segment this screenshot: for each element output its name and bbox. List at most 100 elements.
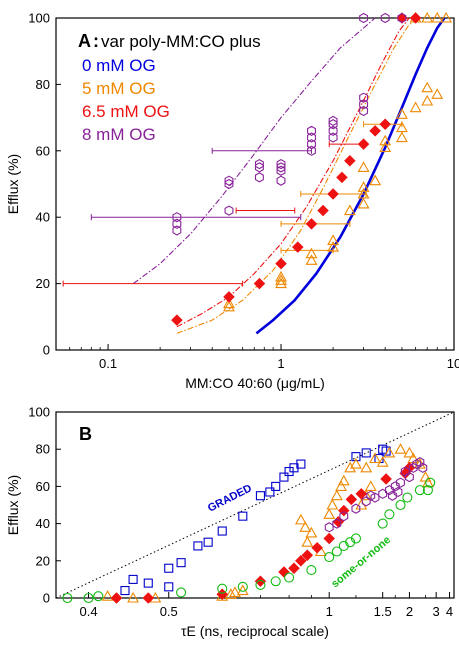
data-point-b-purple (332, 518, 342, 529)
x-tick-label-b: 0.5 (160, 604, 178, 619)
data-point-b-red (216, 588, 229, 601)
data-point-a-1 (369, 174, 382, 186)
annotation-graded: GRADED (206, 482, 254, 514)
y-tick-label-a: 60 (36, 143, 50, 158)
data-point-b-orange (101, 590, 114, 601)
x-tick-label-b: 0.4 (79, 604, 97, 619)
y-axis-title-a: Efflux (%) (5, 154, 21, 214)
y-tick-label-b: 80 (36, 442, 50, 457)
data-point-a-3 (328, 115, 338, 127)
data-point-b-green (93, 591, 104, 602)
data-point-b-green (217, 583, 228, 594)
data-point-a-1 (275, 274, 287, 285)
data-point-b-red (345, 493, 358, 506)
panel-a: 0 20 40 60 80 100 0.1 1 10 A : var poly-MM:CO pl… (5, 11, 459, 392)
chart-title-a: var poly-MM:CO plus (101, 32, 261, 51)
data-point-b-purple (390, 481, 400, 492)
data-point-b-orange (323, 508, 336, 519)
data-point-a-1 (223, 300, 235, 312)
fit-curves-a (132, 17, 446, 335)
y-tick-label-b: 40 (36, 516, 50, 531)
data-point-a-2 (253, 277, 266, 290)
data-point-b-blue (164, 563, 174, 573)
data-point-b-red (323, 532, 336, 545)
data-point-a-3 (328, 125, 338, 137)
data-point-a-2 (336, 171, 348, 184)
data-point-a-1 (327, 240, 340, 252)
data-point-a-2 (409, 12, 422, 24)
data-point-a-2 (291, 241, 304, 253)
x-tick-label-b: 1.5 (374, 604, 392, 619)
data-point-b-orange (127, 591, 140, 603)
x-tick-label-b: 2 (406, 604, 413, 619)
data-point-b-blue (351, 452, 361, 462)
data-point-b-orange (376, 456, 389, 467)
data-point-a-2 (171, 314, 183, 326)
y-tick-label-b: 100 (28, 405, 50, 420)
data-point-b-red (110, 592, 123, 604)
data-point-a-2 (275, 257, 287, 270)
data-point-a-2 (305, 217, 318, 230)
data-point-a-1 (379, 141, 392, 153)
data-point-a-1 (379, 134, 392, 146)
data-point-a-3 (359, 12, 369, 24)
data-point-b-orange (337, 474, 350, 486)
data-point-b-purple (378, 488, 388, 499)
data-point-a-3 (254, 158, 264, 170)
annotation-some-or-none: some-or-none (329, 534, 393, 590)
data-point-a-2 (327, 188, 339, 200)
data-point-b-orange (394, 443, 407, 454)
data-point-b-orange (383, 446, 396, 458)
x-tick-label-a: 0.1 (99, 356, 117, 371)
data-point-b-green (414, 485, 425, 496)
y-tick-label-b: 0 (43, 591, 50, 606)
data-point-b-green (324, 552, 335, 563)
legend-entry-3: 8 mM OG (82, 125, 156, 144)
y-tick-label-a: 100 (28, 11, 50, 26)
data-point-b-purple (361, 496, 371, 507)
data-point-a-1 (357, 197, 370, 209)
data-point-a-1 (357, 187, 370, 199)
data-point-a-1 (431, 11, 444, 23)
data-point-b-blue (128, 574, 138, 584)
data-point-b-green (306, 565, 317, 576)
data-point-a-1 (305, 254, 318, 265)
data-point-a-1 (421, 11, 434, 23)
data-point-a-3 (172, 225, 182, 236)
data-points-b (62, 443, 436, 604)
panel-b: 0 20 40 60 80 100 0.4 0.5 1 1.5 2 3 4 B GRADED some-… (5, 405, 455, 639)
x-axis-title-b: τE (ns, reciprocal scale) (181, 623, 329, 639)
data-point-a-3 (380, 12, 390, 24)
data-point-a-1 (421, 94, 434, 106)
data-points-a (171, 11, 453, 326)
data-point-b-blue (271, 481, 281, 491)
data-point-b-green (425, 477, 436, 488)
data-point-a-3 (307, 145, 316, 156)
data-point-b-purple (384, 484, 394, 496)
data-point-a-2 (223, 291, 235, 303)
data-point-b-orange (360, 461, 373, 473)
data-point-b-purple (418, 462, 428, 473)
fit-curve-2 (176, 17, 410, 328)
x-tick-label-b: 1 (326, 604, 333, 619)
data-point-b-green (331, 546, 342, 557)
data-point-a-3 (397, 12, 407, 24)
data-point-a-1 (327, 234, 340, 245)
data-point-b-purple (412, 458, 422, 470)
data-point-a-1 (409, 101, 422, 113)
legend-entry-1: 5 mM OG (82, 79, 156, 98)
data-point-b-purple (415, 457, 425, 468)
panel-label-a: A (78, 31, 91, 51)
y-axis-title-b: Efflux (%) (5, 475, 21, 535)
data-point-a-1 (275, 270, 287, 282)
data-point-b-orange (369, 452, 381, 464)
data-point-a-3 (276, 158, 286, 170)
x-tick-label-a: 10 (447, 356, 459, 371)
data-point-a-3 (328, 132, 338, 143)
data-point-a-1 (343, 204, 356, 216)
data-point-b-orange (294, 513, 307, 525)
data-point-b-red (142, 592, 155, 604)
data-point-a-1 (275, 277, 287, 289)
data-point-b-red (380, 473, 392, 485)
